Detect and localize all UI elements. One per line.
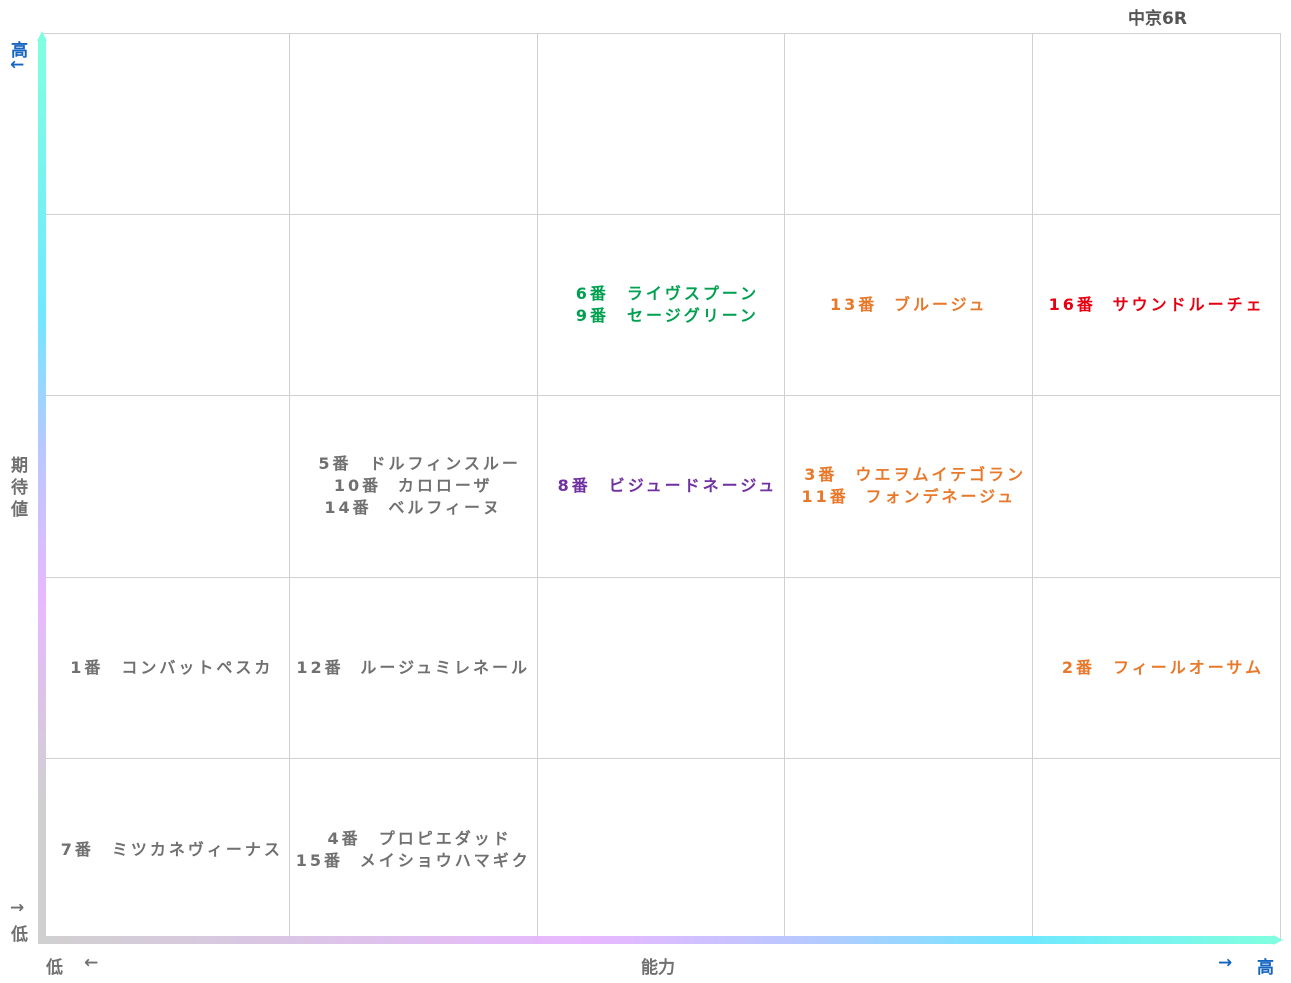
entry: 14番 ベルフィーヌ bbox=[324, 497, 502, 519]
entry-number: 16番 bbox=[1048, 294, 1096, 314]
cell: 13番 ブルージュ bbox=[785, 214, 1034, 397]
entry: 8番 ビジュードネージュ bbox=[545, 475, 777, 497]
cell: 1番 コンバットペスカ bbox=[42, 577, 290, 760]
entry-name: コンバットペスカ bbox=[121, 658, 274, 678]
x-high: 高 bbox=[1257, 958, 1274, 978]
x-low-arrow: ← bbox=[84, 953, 99, 973]
y-low-arrow: → bbox=[10, 898, 25, 918]
entry-name: ルージュミレネール bbox=[360, 658, 530, 678]
cell bbox=[537, 759, 786, 941]
entry-number: 10番 bbox=[333, 476, 382, 496]
cell: 16番 サウンドルーチェ bbox=[1033, 214, 1281, 397]
entry-number: 11番 bbox=[801, 487, 849, 507]
x-label: 能力 bbox=[641, 958, 675, 978]
entry: 3番 ウエヲムイテゴラン bbox=[791, 464, 1026, 486]
cell: 12番 ルージュミレネール bbox=[289, 577, 538, 760]
cell bbox=[1033, 759, 1281, 941]
entry: 16番 サウンドルーチェ bbox=[1049, 294, 1265, 316]
cell: 3番 ウエヲムイテゴラン 11番 フォンデネージュ bbox=[785, 396, 1034, 578]
entry-number: 5番 bbox=[318, 454, 352, 474]
entry: 12番 ルージュミレネール bbox=[296, 657, 530, 679]
entry-number: 3番 bbox=[804, 465, 838, 485]
entry-number: 8番 bbox=[557, 476, 591, 496]
entry-name: ドルフィンスルー bbox=[369, 454, 521, 474]
entry-number: 1番 bbox=[70, 658, 104, 678]
entry-name: ベルフィーヌ bbox=[388, 498, 503, 518]
cell bbox=[42, 396, 290, 578]
entry-number: 7番 bbox=[60, 839, 94, 859]
entry-name: ウエヲムイテゴラン bbox=[855, 465, 1027, 485]
cell bbox=[1033, 33, 1281, 215]
entry-name: ビジュードネージュ bbox=[608, 476, 778, 496]
cell: 2番 フィールオーサム bbox=[1033, 577, 1281, 760]
entry-number: 4番 bbox=[327, 828, 361, 848]
cell bbox=[785, 33, 1034, 215]
entry-name: プロピエダッド bbox=[378, 828, 512, 848]
cell: 5番 ドルフィンスルー 10番 カロローザ 14番 ベルフィーヌ bbox=[289, 396, 538, 578]
entry-number: 9番 bbox=[575, 305, 610, 325]
entry: 1番 コンバットペスカ bbox=[57, 657, 273, 679]
entry-name: セージグリーン bbox=[627, 305, 759, 325]
cell: 6番 ライヴスプーン 9番 セージグリーン bbox=[537, 214, 786, 397]
entry: 10番 カロローザ bbox=[334, 475, 493, 497]
y-low: 低 bbox=[11, 925, 28, 945]
cell bbox=[289, 214, 538, 397]
cell bbox=[42, 214, 290, 397]
y-label: 期待値 bbox=[11, 456, 28, 520]
cell bbox=[42, 33, 290, 215]
entry-number: 13番 bbox=[830, 294, 878, 314]
entry-number: 14番 bbox=[324, 498, 372, 518]
cell bbox=[289, 33, 538, 215]
entry: 2番 フィールオーサム bbox=[1049, 657, 1264, 679]
cell bbox=[785, 577, 1034, 760]
entry: 7番 ミツカネヴィーナス bbox=[48, 839, 283, 861]
y-axis-arrow bbox=[38, 40, 46, 942]
entry: 6番 ライヴスプーン bbox=[563, 283, 759, 305]
title: 中京6R bbox=[1128, 9, 1187, 29]
entry-name: ブルージュ bbox=[894, 294, 988, 314]
entry-number: 2番 bbox=[1061, 658, 1096, 678]
cell: 8番 ビジュードネージュ bbox=[537, 396, 786, 578]
cell bbox=[1033, 396, 1281, 578]
x-low: 低 bbox=[46, 958, 63, 978]
entry: 13番 ブルージュ bbox=[830, 294, 988, 316]
entry-number: 15番 bbox=[295, 850, 343, 870]
cell bbox=[785, 759, 1034, 941]
entry-number: 12番 bbox=[296, 658, 344, 678]
cell bbox=[537, 577, 786, 760]
entry-name: ミツカネヴィーナス bbox=[111, 839, 283, 859]
entry-name: フィールオーサム bbox=[1113, 658, 1265, 678]
cell: 7番 ミツカネヴィーナス bbox=[42, 759, 290, 941]
entry: 9番 セージグリーン bbox=[563, 305, 759, 327]
entry-number: 6番 bbox=[575, 283, 609, 303]
y-arrowhead bbox=[37, 31, 47, 41]
x-high-arrow: → bbox=[1218, 953, 1233, 973]
entry-name: カロローザ bbox=[397, 476, 493, 496]
entry: 5番 ドルフィンスルー bbox=[306, 453, 521, 475]
entry-name: メイショウハマギク bbox=[359, 850, 531, 870]
entry: 15番 メイショウハマギク bbox=[296, 850, 531, 872]
entry: 4番 プロピエダッド bbox=[315, 828, 512, 850]
cell: 4番 プロピエダッド 15番 メイショウハマギク bbox=[289, 759, 538, 941]
x-arrowhead bbox=[1273, 935, 1283, 945]
entry-name: サウンドルーチェ bbox=[1112, 294, 1265, 314]
entry: 11番 フォンデネージュ bbox=[802, 486, 1017, 508]
entry-name: フォンデネージュ bbox=[865, 487, 1017, 507]
cell bbox=[537, 33, 786, 215]
entry-name: ライヴスプーン bbox=[626, 283, 760, 303]
y-high-arrow: ← bbox=[10, 55, 25, 75]
y-high: 高 bbox=[11, 41, 28, 61]
grid: 6番 ライヴスプーン 9番 セージグリーン 13番 ブルージュ 16番 サウンドルーチェ 5番ド… bbox=[42, 33, 1281, 941]
x-axis-arrow bbox=[38, 936, 1274, 944]
